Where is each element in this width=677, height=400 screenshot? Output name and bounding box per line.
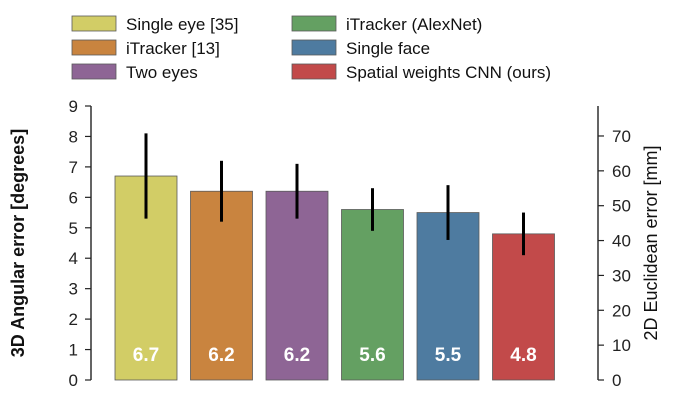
y-tick-label: 8 bbox=[69, 127, 78, 146]
legend-swatch-2 bbox=[71, 39, 117, 56]
legend-swatch-5 bbox=[291, 39, 337, 56]
y-tick-label: 7 bbox=[69, 158, 78, 177]
data-label-2: 6.2 bbox=[208, 345, 234, 366]
y2-tick-label: 10 bbox=[612, 336, 631, 355]
legend-swatch-6 bbox=[291, 63, 337, 80]
y-tick-label: 4 bbox=[69, 249, 78, 268]
legend-swatch-1 bbox=[71, 15, 117, 32]
bars bbox=[114, 175, 555, 381]
bar-4 bbox=[341, 209, 404, 381]
legend-label-6: Spatial weights CNN (ours) bbox=[346, 63, 551, 82]
legend-label-1: Single eye [35] bbox=[126, 15, 238, 34]
bar-5 bbox=[416, 212, 480, 381]
legend-swatch-3 bbox=[71, 63, 117, 80]
legend: Single eye [35] iTracker [13] Two eyes iTra… bbox=[71, 15, 551, 82]
data-label-5: 5.5 bbox=[435, 345, 462, 366]
y2-tick-label: 70 bbox=[612, 127, 631, 146]
legend-label-4: iTracker (AlexNet) bbox=[346, 15, 482, 34]
y-tick-label: 2 bbox=[69, 310, 78, 329]
data-labels: 6.7 6.2 6.2 5.6 5.5 4.8 bbox=[133, 345, 537, 366]
bar-2 bbox=[190, 190, 253, 381]
y2-tick-label: 20 bbox=[612, 301, 631, 320]
data-label-4: 5.6 bbox=[359, 345, 385, 366]
bar-6 bbox=[492, 233, 555, 381]
y-tick-label: 5 bbox=[69, 219, 78, 238]
legend-swatch-4 bbox=[291, 15, 337, 32]
legend-label-3: Two eyes bbox=[126, 63, 198, 82]
y2-tick-label: 0 bbox=[612, 371, 621, 390]
y2-tick-label: 60 bbox=[612, 162, 631, 181]
y2-axis-title: 2D Euclidean error [mm] bbox=[641, 145, 661, 340]
axes: 0 1 2 3 4 5 6 7 8 9 0 10 20 30 40 50 60 70 bbox=[69, 97, 631, 390]
y-tick-label: 1 bbox=[69, 341, 78, 360]
y2-tick-label: 50 bbox=[612, 197, 631, 216]
y2-tick-label: 40 bbox=[612, 232, 631, 251]
y-tick-label: 9 bbox=[69, 97, 78, 116]
data-label-1: 6.7 bbox=[133, 345, 159, 366]
y-tick-label: 0 bbox=[69, 371, 78, 390]
data-label-3: 6.2 bbox=[284, 345, 310, 366]
y-tick-label: 3 bbox=[69, 280, 78, 299]
legend-label-5: Single face bbox=[346, 39, 430, 58]
error-bars bbox=[144, 133, 525, 256]
data-label-6: 4.8 bbox=[510, 345, 536, 366]
y-tick-label: 6 bbox=[69, 188, 78, 207]
y2-tick-label: 30 bbox=[612, 266, 631, 285]
y-axis-title: 3D Angular error [degrees] bbox=[8, 129, 28, 357]
legend-label-2: iTracker [13] bbox=[126, 39, 220, 58]
